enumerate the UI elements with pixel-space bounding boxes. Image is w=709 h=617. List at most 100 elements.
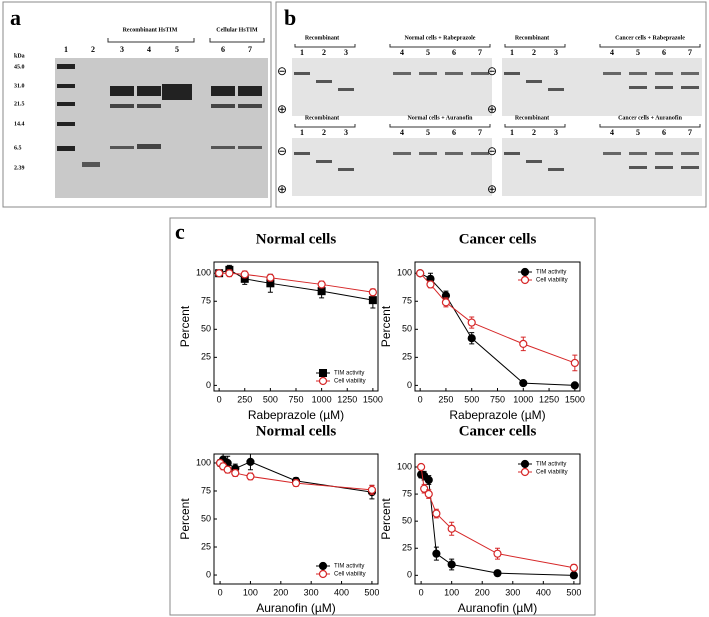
y-tick-label: 50 (201, 513, 211, 523)
x-tick-label: 400 (536, 587, 551, 597)
band (338, 168, 354, 171)
legend-marker (520, 267, 530, 277)
y-axis-label: Percent (178, 305, 192, 347)
lane-label: 2 (322, 128, 326, 137)
y-tick-label: 100 (397, 268, 412, 278)
band (603, 72, 621, 75)
x-tick-label: 1000 (513, 394, 533, 404)
unit-label: kDa (14, 53, 25, 59)
lane-label: 7 (478, 48, 482, 57)
group-label: Recombinant HsTIM (123, 27, 178, 33)
blot-label: Recombinant (305, 35, 339, 41)
lane-label: 4 (610, 128, 614, 137)
y-tick-label: 100 (196, 268, 211, 278)
lane-label: 1 (510, 128, 514, 137)
y-tick-label: 50 (402, 324, 412, 334)
lane-label: 7 (478, 128, 482, 137)
data-point (240, 270, 249, 279)
marker-label: 45.0 (14, 64, 25, 70)
legend-marker (318, 569, 328, 579)
lane-label: 3 (344, 128, 348, 137)
chart-title: Cancer cells (459, 423, 537, 439)
blot-label: Normal cells + Rabeprazole (405, 35, 476, 41)
band (629, 72, 647, 75)
y-tick-label: 25 (201, 352, 211, 362)
lane-label: 2 (322, 48, 326, 57)
band (681, 72, 699, 75)
band (629, 152, 647, 155)
charge-symbol: ⊕ (277, 102, 287, 116)
x-axis-label: Rabeprazole (µM) (248, 408, 344, 422)
band (316, 160, 332, 163)
lane-label: 5 (426, 48, 430, 57)
series-line (419, 272, 575, 386)
charge-symbol: ⊕ (277, 182, 287, 196)
data-point (368, 288, 377, 297)
y-axis-label: Percent (379, 305, 393, 347)
x-tick-label: 250 (438, 394, 453, 404)
data-point (225, 269, 234, 278)
data-point (493, 549, 502, 558)
band (294, 72, 310, 75)
data-point (417, 462, 426, 472)
y-tick-label: 0 (206, 569, 211, 579)
data-point (570, 358, 579, 368)
bracket (294, 44, 491, 48)
marker-label: 6.5 (14, 145, 22, 151)
y-tick-label: 25 (201, 541, 211, 551)
data-point (317, 280, 326, 289)
band (629, 166, 647, 169)
x-tick-label: 500 (364, 587, 379, 597)
band (655, 86, 673, 89)
lane-label: 1 (300, 128, 304, 137)
blot-label: Normal cells + Auranofin (408, 115, 474, 121)
y-tick-label: 50 (402, 516, 412, 526)
lane-label: 7 (688, 48, 692, 57)
x-tick-label: 500 (566, 587, 581, 597)
lane-label: 2 (91, 45, 95, 54)
x-tick-label: 1500 (363, 394, 383, 404)
data-point (432, 509, 441, 518)
plot-frame (414, 453, 581, 585)
lane-label: 5 (636, 48, 640, 57)
blot-label: Recombinant (305, 115, 339, 121)
series (215, 264, 377, 309)
lane-label: 6 (452, 48, 456, 57)
band (471, 152, 489, 155)
chart-title: Cancer cells (459, 231, 537, 247)
data-point (493, 569, 502, 578)
blot (292, 58, 492, 116)
gel (55, 58, 268, 198)
band (548, 168, 564, 171)
data-point (441, 298, 451, 307)
series (417, 462, 578, 572)
data-point (246, 472, 255, 481)
legend-label: Cell viability (536, 470, 568, 476)
band (504, 152, 520, 155)
data-point (447, 560, 456, 569)
lane-label: 1 (64, 45, 68, 54)
band (471, 72, 489, 75)
x-tick-label: 0 (419, 587, 424, 597)
panel-a-labels: 45.0 31.0 21.5 14.4 6.5 2.39 1 2 3 4 5 6 7 (14, 45, 252, 172)
lane-label: 2 (532, 128, 536, 137)
band (526, 160, 542, 163)
series (215, 458, 377, 495)
y-tick-label: 75 (402, 488, 412, 498)
lane-label: 2 (532, 48, 536, 57)
y-tick-label: 75 (402, 296, 412, 306)
y-axis-label: Percent (178, 498, 192, 540)
blot-label: Cancer cells + Auranofin (618, 115, 682, 121)
panel-a-frame (2, 1, 272, 208)
band (629, 86, 647, 89)
blot-label: Recombinant (515, 35, 549, 41)
x-tick-label: 400 (334, 587, 349, 597)
bracket (107, 38, 265, 43)
data-point (424, 475, 433, 485)
x-tick-label: 1000 (312, 394, 332, 404)
bracket (294, 124, 491, 128)
data-point (424, 489, 433, 499)
x-axis-label: Auranofin (µM) (256, 601, 336, 615)
gel-bands (57, 64, 262, 167)
